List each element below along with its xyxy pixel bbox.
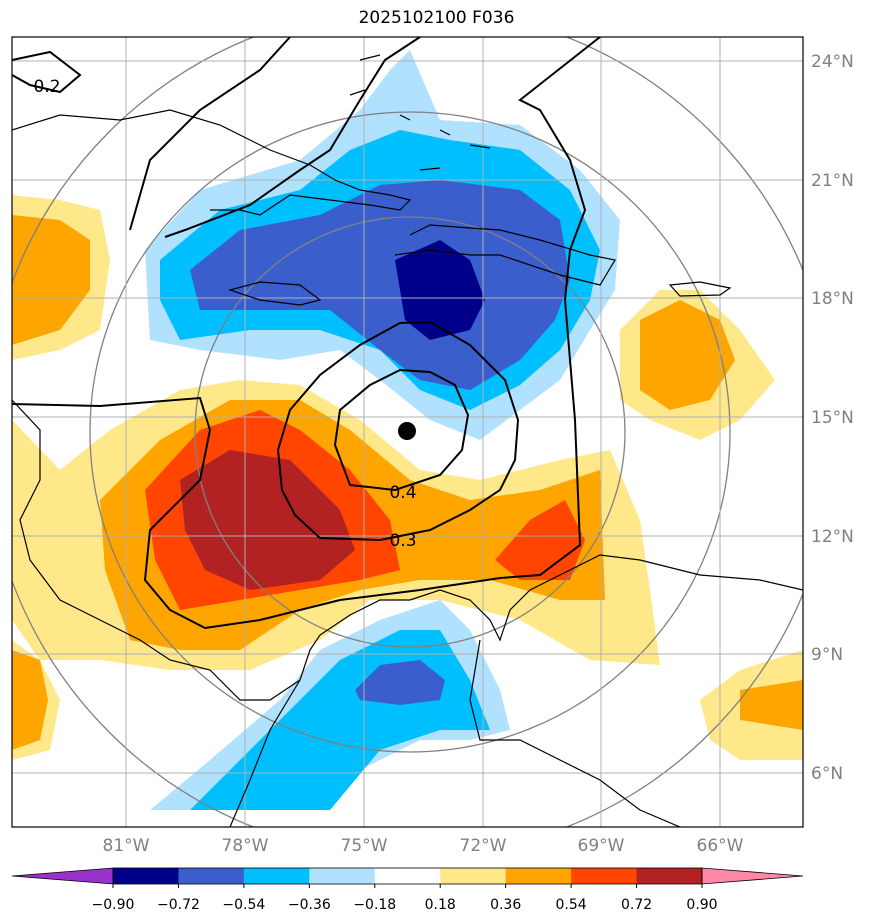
cuba-coast	[12, 109, 412, 216]
lat-label-6n: 6°N	[811, 764, 843, 784]
lon-label-78w: 78°W	[222, 836, 269, 856]
colorbar-extend-high	[701, 867, 804, 885]
storm-center-marker	[398, 422, 416, 440]
lat-label-18n: 18°N	[811, 289, 854, 309]
colorbar-tick-label: −0.36	[288, 897, 331, 913]
lat-labels: 24°N 21°N 18°N 15°N 12°N 9°N 6°N	[811, 52, 854, 784]
range-rings	[12, 37, 803, 827]
contour-fill-0.36-west	[12, 215, 90, 345]
map-frame	[11, 36, 804, 828]
contour-line-0.2-nw	[12, 50, 82, 94]
south-america-coast	[229, 639, 681, 827]
lat-label-15n: 15°N	[811, 408, 854, 428]
lon-labels: 81°W 78°W 75°W 72°W 69°W 66°W	[103, 836, 744, 856]
colorbar-tick-label: −0.18	[353, 897, 396, 913]
colorbar-tick-label: −0.54	[222, 897, 265, 913]
colorbar-outline	[112, 867, 703, 885]
bahamas-coast	[349, 54, 491, 171]
colorbar-tick-label: 0.36	[490, 897, 521, 913]
colorbar: −0.90 −0.72 −0.54 −0.36 −0.18 0.18 0.36 0.54 0.7…	[11, 867, 804, 913]
range-ring-2	[89, 111, 731, 753]
lon-label-72w: 72°W	[460, 836, 507, 856]
colorbar-segment	[505, 868, 572, 884]
filled-contours	[12, 50, 803, 810]
lon-label-75w: 75°W	[341, 836, 388, 856]
lat-label-9n: 9°N	[811, 645, 843, 665]
colorbar-segment	[636, 868, 703, 884]
colorbar-tick-label: −0.90	[92, 897, 135, 913]
puerto-rico-coast	[668, 281, 732, 297]
contour-label-0.4: 0.4	[389, 483, 416, 503]
hispaniola-coast	[394, 224, 616, 286]
coastlines	[12, 54, 803, 827]
colorbar-segment	[178, 868, 245, 884]
line-contours	[12, 37, 601, 630]
map-title: 2025102100 F036	[358, 8, 515, 28]
colorbar-tick-label: 0.90	[686, 897, 717, 913]
colorbar-tick-label: 0.54	[556, 897, 587, 913]
jamaica-coast	[227, 281, 322, 306]
colorbar-segment	[113, 868, 179, 884]
colorbar-extend-low	[11, 867, 114, 885]
colorbar-tick-label: −0.72	[157, 897, 200, 913]
central-america-coast	[12, 399, 803, 701]
contour-fill-0.36-se	[740, 680, 803, 730]
contour-label-0.3: 0.3	[389, 531, 416, 551]
gridlines	[12, 37, 803, 827]
colorbar-segment	[243, 868, 310, 884]
colorbar-segment	[309, 868, 376, 884]
contour-fill-0.72	[180, 450, 355, 590]
contour-line-0.2	[12, 37, 601, 630]
colorbar-tick-label: 0.72	[621, 897, 652, 913]
lat-label-12n: 12°N	[811, 527, 854, 547]
contour-line-0.3	[276, 320, 520, 542]
contour-fill-0.54-east	[495, 500, 585, 580]
colorbar-segment	[571, 868, 638, 884]
contour-fill-0.36-east	[640, 300, 735, 410]
lon-label-81w: 81°W	[103, 836, 150, 856]
lon-label-66w: 66°W	[697, 836, 744, 856]
colorbar-segment	[374, 868, 441, 884]
contour-fill-neg-0.54-south	[355, 660, 445, 705]
contour-label-0.2: 0.2	[33, 77, 60, 97]
colorbar-tick-label: 0.18	[425, 897, 456, 913]
range-ring-1	[194, 216, 626, 648]
colorbar-segment	[440, 868, 507, 884]
contour-labels: 0.2 0.4 0.3	[33, 77, 416, 551]
lat-label-21n: 21°N	[811, 171, 854, 191]
lon-label-69w: 69°W	[578, 836, 625, 856]
contour-fill-neg-0.72	[395, 240, 485, 340]
contour-fill-0.36-sw	[12, 650, 48, 750]
contour-fill-neg-0.54	[190, 180, 570, 390]
lat-label-24n: 24°N	[811, 52, 854, 72]
contour-line-0.4	[333, 368, 470, 492]
